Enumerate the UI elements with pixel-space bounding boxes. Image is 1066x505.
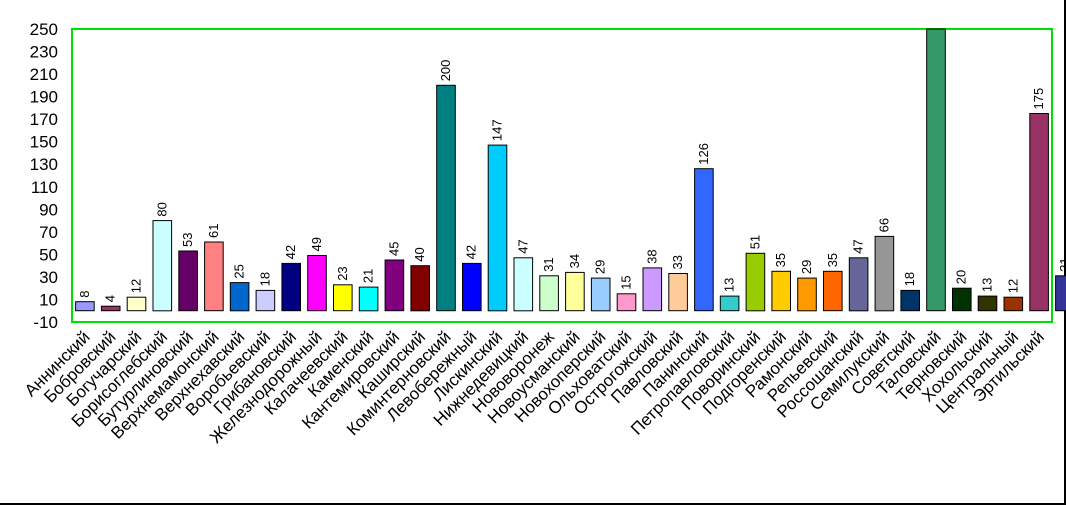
data-label: 61 xyxy=(206,224,221,238)
y-tick-label: 250 xyxy=(30,20,58,39)
y-tick-label: 230 xyxy=(30,43,58,62)
data-label: 66 xyxy=(876,218,891,232)
bar xyxy=(848,257,869,312)
data-label: 29 xyxy=(799,260,814,274)
data-label: 51 xyxy=(747,235,762,249)
data-label: 12 xyxy=(1005,279,1020,293)
data-label: 34 xyxy=(567,254,582,268)
data-label: 42 xyxy=(464,245,479,259)
x-axis-tick-labels: АннинскийБобровскийБогучарскийБорисоглеб… xyxy=(21,327,1048,447)
bar xyxy=(178,250,198,312)
data-label: 38 xyxy=(644,249,659,263)
data-label: 45 xyxy=(386,242,401,256)
bar xyxy=(642,267,663,312)
data-label: 147 xyxy=(490,119,505,141)
bar xyxy=(281,262,301,312)
bar xyxy=(384,259,405,312)
data-label: 35 xyxy=(825,253,840,267)
y-tick-label: 110 xyxy=(31,178,58,197)
bar xyxy=(952,287,972,312)
bar xyxy=(565,271,585,312)
y-tick-label: 10 xyxy=(39,290,58,309)
y-tick-label: -10 xyxy=(33,313,58,332)
bar xyxy=(771,270,792,312)
bars xyxy=(75,28,1066,312)
bar xyxy=(513,257,534,312)
data-label: 200 xyxy=(438,60,453,82)
data-label: 31 xyxy=(1057,257,1066,271)
y-tick-label: 90 xyxy=(39,200,58,219)
bar xyxy=(100,305,121,312)
bar xyxy=(1055,275,1066,312)
bar xyxy=(307,255,327,312)
bar xyxy=(590,277,611,312)
bar xyxy=(1003,296,1024,312)
y-tick-label: 30 xyxy=(39,268,58,287)
data-label: 8 xyxy=(77,290,92,297)
bar xyxy=(797,277,817,312)
bar xyxy=(977,295,998,312)
y-axis-tick-labels: -10 10 30 50 70 90 110 130 150 170 190 210 230 250 xyxy=(30,20,58,332)
y-tick-label: 150 xyxy=(30,133,58,152)
data-label: 20 xyxy=(954,270,969,284)
bar xyxy=(487,144,508,312)
data-label: 29 xyxy=(593,260,608,274)
bar xyxy=(410,265,430,312)
bar xyxy=(616,293,637,312)
y-tick-label: 70 xyxy=(39,223,58,242)
data-label: 15 xyxy=(619,275,634,289)
data-label: 53 xyxy=(180,233,195,247)
data-label: 126 xyxy=(696,143,711,165)
bar xyxy=(229,282,250,312)
data-label: 33 xyxy=(670,255,685,269)
data-label: 12 xyxy=(129,279,144,293)
data-label: 47 xyxy=(851,239,866,253)
y-tick-label: 170 xyxy=(30,110,58,129)
y-tick-label: 50 xyxy=(39,245,58,264)
data-label: 25 xyxy=(232,264,247,278)
bar xyxy=(204,241,224,312)
y-tick-label: 190 xyxy=(30,88,58,107)
data-label: 21 xyxy=(361,269,376,283)
y-tick-label: 130 xyxy=(30,155,58,174)
bar xyxy=(436,84,456,312)
data-label: 23 xyxy=(335,266,350,280)
bar xyxy=(694,168,714,312)
bar xyxy=(462,262,482,312)
data-label: 42 xyxy=(283,245,298,259)
data-label: 80 xyxy=(154,202,169,216)
bar xyxy=(823,270,843,312)
bar xyxy=(926,28,946,312)
data-label: 47 xyxy=(515,239,530,253)
bar xyxy=(874,235,895,312)
bar xyxy=(358,286,379,312)
data-label: 13 xyxy=(980,278,995,292)
y-tick-label: 210 xyxy=(30,65,58,84)
bar xyxy=(75,301,95,312)
data-label: 49 xyxy=(309,237,324,251)
bar xyxy=(539,275,559,312)
data-label: 31 xyxy=(541,257,556,271)
bar xyxy=(126,296,147,312)
bar xyxy=(745,252,766,312)
bar xyxy=(900,289,921,312)
data-label: 18 xyxy=(257,272,272,286)
bar xyxy=(255,289,276,312)
bar xyxy=(333,284,353,312)
data-label: 4 xyxy=(103,295,118,302)
bar xyxy=(668,273,688,312)
data-labels: 8 4 12 80 53 61 25 18 42 49 23 21 45 40 200 42 147 47 31 34… xyxy=(77,60,1066,303)
bar xyxy=(719,295,740,312)
bar xyxy=(152,220,173,312)
bar xyxy=(1029,113,1049,312)
data-label: 175 xyxy=(1031,88,1046,110)
data-label: 18 xyxy=(902,272,917,286)
data-label: 40 xyxy=(412,247,427,261)
data-label: 13 xyxy=(722,278,737,292)
data-label: 35 xyxy=(773,253,788,267)
